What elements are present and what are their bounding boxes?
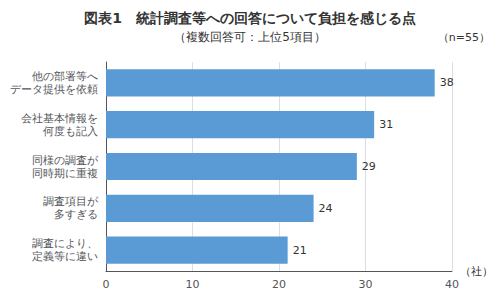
- svg-text:同時期に重複: 同時期に重複: [32, 167, 98, 180]
- svg-text:20: 20: [272, 278, 286, 291]
- svg-text:40: 40: [445, 278, 459, 291]
- svg-text:調査により、: 調査により、: [32, 237, 98, 250]
- svg-text:会社基本情報を: 会社基本情報を: [21, 112, 98, 125]
- svg-text:（複数回答可：上位5項目）: （複数回答可：上位5項目）: [174, 30, 326, 44]
- svg-text:21: 21: [293, 244, 307, 257]
- svg-text:何度も記入: 何度も記入: [43, 125, 98, 138]
- svg-text:0: 0: [103, 278, 110, 291]
- svg-text:（n=55）: （n=55）: [438, 31, 490, 44]
- svg-text:他の部署等へ: 他の部署等へ: [32, 70, 98, 83]
- svg-text:31: 31: [379, 118, 393, 131]
- svg-text:10: 10: [186, 278, 200, 291]
- svg-text:多すぎる: 多すぎる: [54, 208, 98, 221]
- svg-text:24: 24: [319, 202, 333, 215]
- svg-text:データ提供を依頼: データ提供を依頼: [10, 83, 98, 96]
- svg-text:定義等に違い: 定義等に違い: [32, 250, 98, 263]
- svg-text:29: 29: [362, 160, 376, 173]
- svg-text:調査項目が: 調査項目が: [43, 195, 99, 208]
- svg-text:図表1 統計調査等への回答について負担を感じる点: 図表1 統計調査等への回答について負担を感じる点: [84, 10, 416, 26]
- svg-text:38: 38: [440, 76, 454, 89]
- svg-text:30: 30: [359, 278, 373, 291]
- svg-text:（社）: （社）: [460, 265, 493, 278]
- svg-text:同様の調査が: 同様の調査が: [32, 154, 99, 167]
